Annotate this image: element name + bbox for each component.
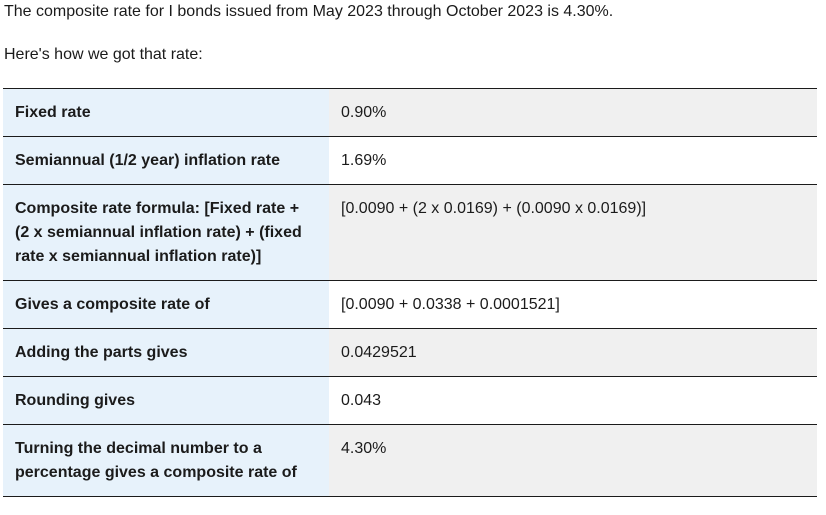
row-value: 0.043 — [329, 376, 817, 425]
table-row-inflation-rate: Semiannual (1/2 year) inflation rate 1.6… — [3, 136, 817, 185]
row-label: Turning the decimal number to a percenta… — [3, 424, 329, 497]
row-label: Rounding gives — [3, 376, 329, 425]
row-label: Gives a composite rate of — [3, 280, 329, 329]
intro-text: The composite rate for I bonds issued fr… — [4, 3, 614, 20]
row-value: 4.30% — [329, 424, 817, 497]
row-label: Fixed rate — [3, 88, 329, 137]
table-row-formula: Composite rate formula: [Fixed rate + (2… — [3, 184, 817, 281]
row-value: 0.0429521 — [329, 328, 817, 377]
row-label: Adding the parts gives — [3, 328, 329, 377]
row-label: Semiannual (1/2 year) inflation rate — [3, 136, 329, 185]
table-row-percentage: Turning the decimal number to a percenta… — [3, 424, 817, 497]
row-value: [0.0090 + (2 x 0.0169) + (0.0090 x 0.016… — [329, 184, 817, 281]
row-value: 1.69% — [329, 136, 817, 185]
row-value: 0.90% — [329, 88, 817, 137]
intro-subtext: Here's how we got that rate: — [4, 46, 203, 63]
composite-rate-table: Fixed rate 0.90% Semiannual (1/2 year) i… — [3, 88, 817, 497]
row-value: [0.0090 + 0.0338 + 0.0001521] — [329, 280, 817, 329]
table-row-sum: Adding the parts gives 0.0429521 — [3, 328, 817, 377]
table-row-composite-parts: Gives a composite rate of [0.0090 + 0.03… — [3, 280, 817, 329]
table-row-rounding: Rounding gives 0.043 — [3, 376, 817, 425]
row-label: Composite rate formula: [Fixed rate + (2… — [3, 184, 329, 281]
table-row-fixed-rate: Fixed rate 0.90% — [3, 88, 817, 137]
